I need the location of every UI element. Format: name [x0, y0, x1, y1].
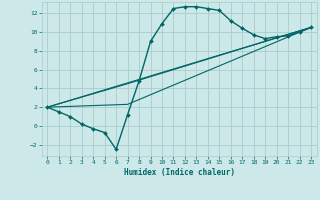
X-axis label: Humidex (Indice chaleur): Humidex (Indice chaleur)	[124, 168, 235, 177]
